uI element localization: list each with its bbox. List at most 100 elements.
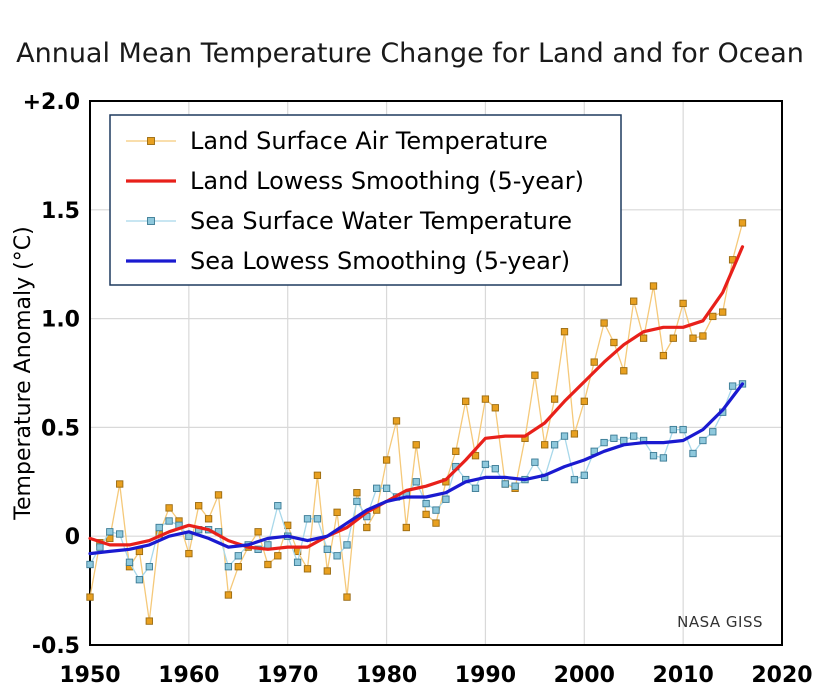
legend-swatch-marker xyxy=(147,217,155,225)
data-point xyxy=(531,458,539,466)
data-point xyxy=(649,282,658,290)
data-point xyxy=(214,491,223,499)
data-point xyxy=(501,480,509,488)
legend-entries: Land Surface Air Temperature Land Lowess … xyxy=(126,127,584,275)
plot-area-frame xyxy=(89,100,783,646)
data-point xyxy=(145,617,153,625)
data-point xyxy=(659,351,668,360)
legend-label: Sea Lowess Smoothing (5-year) xyxy=(190,247,570,275)
data-point xyxy=(639,334,648,342)
data-point xyxy=(709,428,717,436)
data-point xyxy=(491,404,499,412)
data-point xyxy=(323,545,331,553)
data-point xyxy=(135,576,144,584)
data-point xyxy=(630,297,638,305)
data-point xyxy=(689,449,697,458)
data-point xyxy=(106,528,114,536)
data-point xyxy=(728,382,737,390)
data-point xyxy=(699,332,707,340)
x-tick-label: 1970 xyxy=(257,663,318,688)
data-point xyxy=(442,495,450,503)
y-tick-label: 1.0 xyxy=(41,308,80,333)
data-point xyxy=(392,417,401,425)
data-point xyxy=(313,471,322,479)
data-point xyxy=(204,515,213,523)
data-point xyxy=(570,430,579,438)
data-point xyxy=(432,506,440,514)
data-point xyxy=(303,515,312,523)
y-tick-label: -0.5 xyxy=(32,634,80,659)
data-point xyxy=(511,482,519,490)
series-1 xyxy=(88,245,745,551)
data-point xyxy=(610,434,618,442)
data-point xyxy=(343,541,351,549)
data-point xyxy=(422,510,430,519)
x-tick-label: 2000 xyxy=(554,663,615,688)
data-point xyxy=(224,563,233,571)
data-point xyxy=(412,441,420,449)
data-point xyxy=(363,523,371,532)
data-point xyxy=(481,395,490,403)
data-point xyxy=(590,358,598,366)
x-tick-label: 1950 xyxy=(59,663,120,688)
data-point xyxy=(669,425,677,434)
legend-entry-3: Sea Lowess Smoothing (5-year) xyxy=(126,247,570,275)
data-point xyxy=(580,397,588,405)
data-point xyxy=(560,328,569,336)
data-point xyxy=(570,475,579,484)
data-point xyxy=(353,497,361,506)
data-point xyxy=(610,338,618,347)
data-point xyxy=(620,367,628,375)
data-point xyxy=(550,441,559,449)
data-point xyxy=(224,591,233,599)
data-point xyxy=(531,371,539,379)
watermark: NASA GISS xyxy=(677,613,763,631)
data-point xyxy=(254,528,262,536)
data-point xyxy=(303,565,312,573)
y-tick-labels: +2.0 1.5 1.0 0.5 0 -0.5 xyxy=(23,90,80,659)
data-point xyxy=(649,452,658,460)
data-point xyxy=(195,502,203,510)
data-point xyxy=(422,499,430,508)
data-point xyxy=(630,432,638,440)
data-point xyxy=(600,319,608,327)
data-point xyxy=(234,552,242,560)
data-point xyxy=(323,567,331,575)
data-point xyxy=(86,560,94,569)
data-point xyxy=(116,480,124,488)
x-tick-label: 2020 xyxy=(751,663,812,688)
data-point xyxy=(382,484,391,492)
y-axis-label: Temperature Anomaly (°C) xyxy=(11,226,36,520)
data-point xyxy=(689,334,697,342)
data-point xyxy=(699,436,707,445)
data-point xyxy=(313,515,322,523)
data-point xyxy=(541,441,549,449)
data-point xyxy=(382,456,391,464)
data-point xyxy=(550,395,559,403)
data-point xyxy=(600,438,608,447)
data-point xyxy=(165,504,173,512)
data-point xyxy=(719,308,727,316)
data-point xyxy=(620,436,628,445)
data-point xyxy=(373,484,381,492)
data-point xyxy=(116,530,124,538)
data-point xyxy=(274,552,282,560)
data-point xyxy=(333,508,341,516)
legend-label: Land Surface Air Temperature xyxy=(190,127,548,155)
data-point xyxy=(462,397,470,405)
y-tick-label: +2.0 xyxy=(23,90,80,115)
series-0 xyxy=(86,219,747,625)
data-point xyxy=(185,549,193,558)
legend-label: Sea Surface Water Temperature xyxy=(190,207,572,235)
legend-entry-0: Land Surface Air Temperature xyxy=(126,127,548,155)
legend-box xyxy=(109,114,622,286)
data-point xyxy=(234,563,242,571)
series-3 xyxy=(88,382,745,556)
series-line xyxy=(88,382,745,556)
data-point xyxy=(738,219,747,227)
x-tick-labels: 1950 1960 1970 1980 1990 2000 2010 2020 xyxy=(59,663,812,688)
y-tick-label: 1.5 xyxy=(41,199,80,224)
data-point xyxy=(264,541,272,549)
legend-entry-1: Land Lowess Smoothing (5-year) xyxy=(126,167,584,195)
